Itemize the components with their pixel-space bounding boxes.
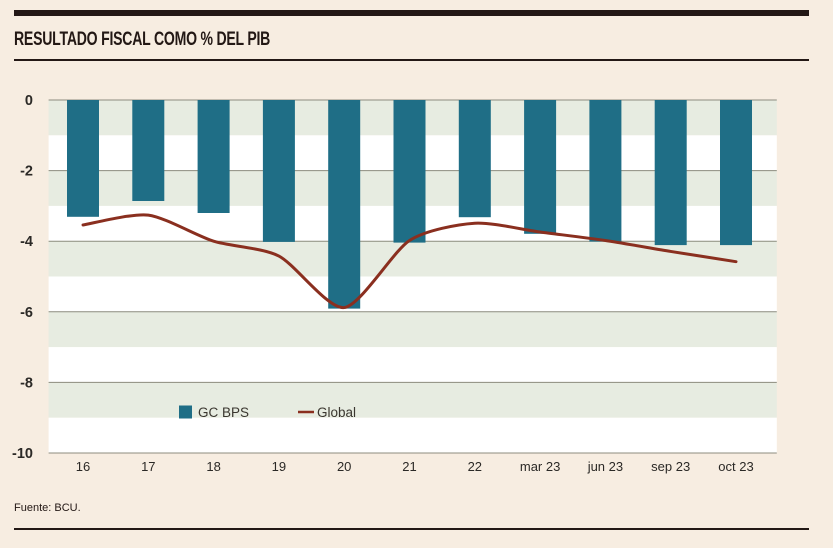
svg-text:16: 16 bbox=[76, 459, 90, 474]
svg-text:sep 23: sep 23 bbox=[651, 459, 690, 474]
svg-text:-10: -10 bbox=[12, 446, 33, 462]
svg-text:22: 22 bbox=[468, 459, 482, 474]
svg-text:oct 23: oct 23 bbox=[718, 459, 753, 474]
svg-text:-6: -6 bbox=[20, 305, 33, 321]
svg-text:21: 21 bbox=[402, 459, 416, 474]
svg-text:17: 17 bbox=[141, 459, 155, 474]
svg-text:-4: -4 bbox=[20, 234, 33, 250]
svg-text:mar 23: mar 23 bbox=[520, 459, 560, 474]
svg-text:-8: -8 bbox=[20, 375, 33, 391]
svg-text:20: 20 bbox=[337, 459, 351, 474]
svg-text:Global: Global bbox=[317, 405, 356, 420]
svg-text:19: 19 bbox=[272, 459, 286, 474]
svg-text:0: 0 bbox=[25, 93, 33, 109]
svg-text:GC BPS: GC BPS bbox=[198, 405, 249, 420]
svg-text:-2: -2 bbox=[20, 164, 33, 180]
svg-text:jun 23: jun 23 bbox=[587, 459, 623, 474]
svg-text:18: 18 bbox=[206, 459, 220, 474]
